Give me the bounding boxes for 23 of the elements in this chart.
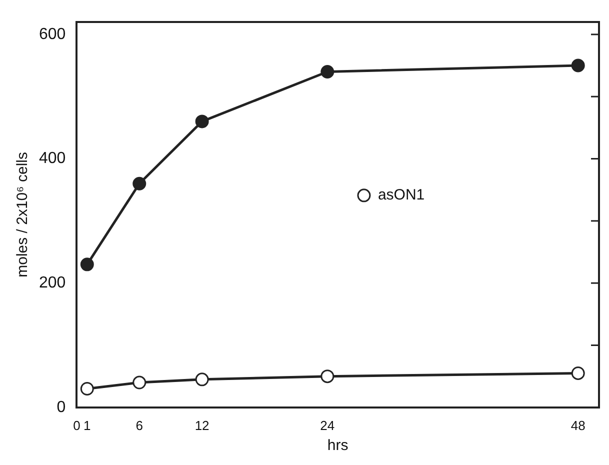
y-axis-title: moles / 2x10⁶ cells: [14, 152, 32, 278]
x-axis-title: hrs: [327, 437, 348, 454]
point: [195, 114, 209, 128]
point: [571, 366, 585, 380]
y-tick-label: 200: [38, 274, 66, 292]
point: [132, 376, 146, 390]
x-tick-label: 1: [84, 418, 91, 433]
y-tick-label: 600: [38, 26, 66, 43]
point: [132, 176, 146, 190]
x-tick-label: 24: [320, 418, 335, 433]
point: [80, 382, 94, 396]
point: [571, 58, 585, 72]
y-tick-label: 0: [56, 398, 66, 416]
point: [320, 370, 334, 384]
x-tick-label: 6: [136, 418, 143, 433]
y-tick-label: 400: [38, 150, 66, 168]
x-tick-label: 48: [570, 418, 586, 433]
x-tick-label: 0: [73, 418, 80, 433]
x-tick-label: 12: [194, 418, 210, 433]
point: [320, 64, 334, 78]
point: [80, 258, 94, 272]
point: [195, 372, 209, 386]
legend-label: asON1: [378, 186, 425, 204]
